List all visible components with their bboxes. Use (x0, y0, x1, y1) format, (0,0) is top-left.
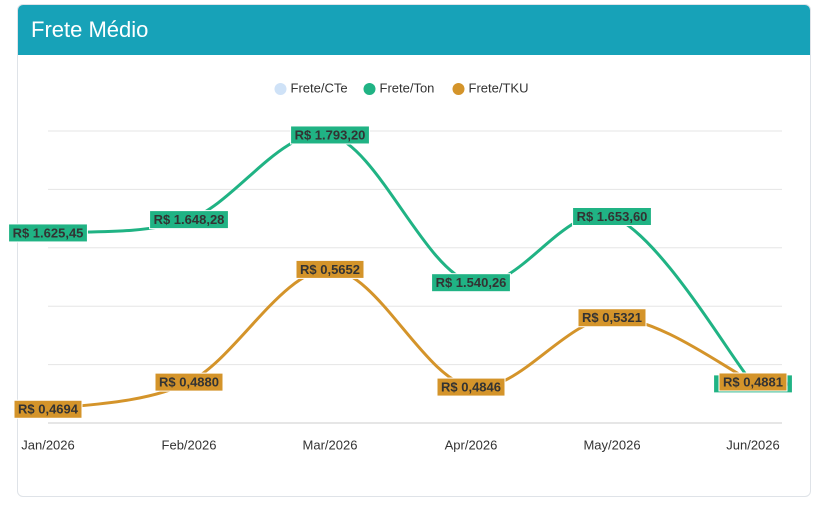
data-label-box (577, 308, 647, 328)
data-label-box (290, 125, 370, 145)
x-tick-label: Jun/2026 (726, 437, 780, 452)
legend-marker[interactable] (274, 83, 287, 95)
card-header: Frete Médio (18, 5, 810, 55)
data-label-text: R$ 0,5652 (300, 262, 360, 277)
data-label-box (436, 377, 506, 397)
x-tick-label: May/2026 (583, 437, 640, 452)
data-label-box (431, 273, 511, 293)
data-label-box (8, 223, 88, 243)
data-label-text: R$ 0,4880 (159, 375, 219, 390)
x-tick-label: Mar/2026 (303, 437, 358, 452)
data-label: R$ 1.653,60 (572, 206, 652, 226)
card: Frete Médio (17, 4, 811, 497)
data-label-box (13, 399, 83, 419)
data-label: R$ 0,5321 (577, 308, 647, 328)
data-label-box (718, 372, 788, 392)
data-label: R$ 0,4880 (154, 372, 224, 392)
data-label-box (572, 206, 652, 226)
x-tick-label: Feb/2026 (162, 437, 217, 452)
data-label-text: R$ 0,5321 (582, 310, 642, 325)
data-label-text: R$ 0,4694 (18, 402, 79, 417)
data-label: R$ 1.540,26 (431, 273, 511, 293)
data-label: R$ 0,4881 (718, 372, 788, 392)
chart-title: Frete Médio (31, 17, 149, 42)
data-label: R$ 0,4846 (436, 377, 506, 397)
data-label: R$ 1.625,45 (8, 223, 88, 243)
x-tick-label: Jan/2026 (21, 437, 75, 452)
x-tick-label: Apr/2026 (445, 437, 498, 452)
legend-marker[interactable] (452, 83, 465, 95)
data-label: R$ 0,4694 (13, 399, 83, 419)
data-label-text: R$ 1.648,28 (154, 212, 225, 227)
data-label: R$ 1.648,28 (149, 210, 229, 230)
data-label-text: R$ 0,4881 (723, 374, 783, 389)
data-label-text: R$ 0,4846 (441, 380, 501, 395)
legend-label[interactable]: Frete/TKU (469, 80, 529, 95)
series-line (47, 267, 754, 411)
data-label-box (149, 210, 229, 230)
data-label-text: R$ 1.625,45 (13, 225, 84, 240)
legend-label[interactable]: Frete/CTe (291, 80, 348, 95)
data-label-text: R$ 1.793,20 (295, 127, 366, 142)
legend-marker[interactable] (363, 83, 376, 95)
data-label: R$ 1.793,20 (290, 125, 370, 145)
data-label-box (154, 372, 224, 392)
series-line (47, 132, 755, 385)
legend-label[interactable]: Frete/Ton (380, 80, 435, 95)
data-label: R$ 0,5652 (295, 259, 365, 279)
data-label-text: R$ 1.540,26 (436, 275, 507, 290)
data-label-box (295, 259, 365, 279)
data-label-text: R$ 1.653,60 (577, 209, 648, 224)
